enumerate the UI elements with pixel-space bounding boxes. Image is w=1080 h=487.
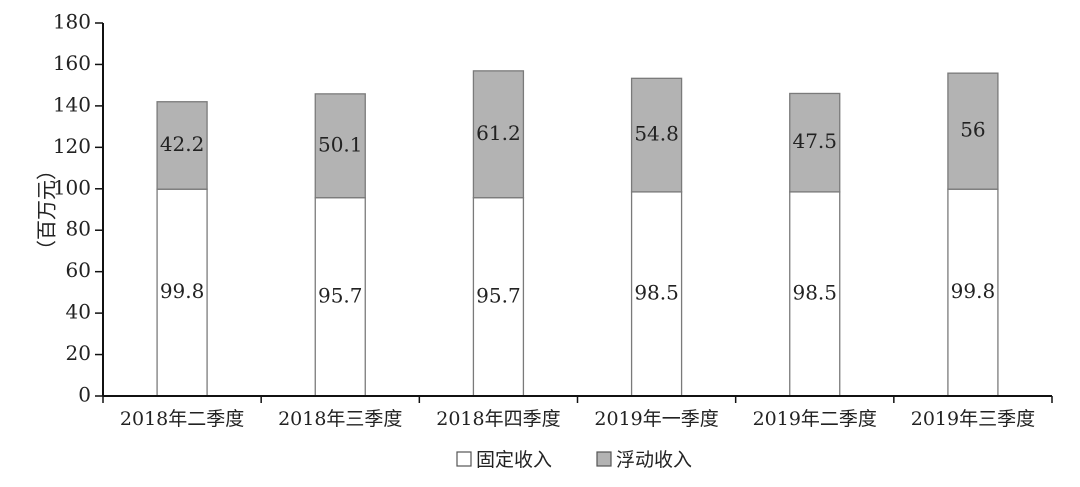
x-tick-label: 2018年三季度: [278, 408, 402, 430]
bar-segment: [156, 188, 208, 397]
data-label: 47.5: [792, 129, 837, 153]
bar-segment: [789, 92, 841, 193]
data-label: 98.5: [792, 280, 837, 304]
bar-segment: [947, 72, 999, 190]
bar-segment: [472, 70, 525, 199]
data-label: 54.8: [634, 122, 679, 146]
y-tick-label: 180: [53, 10, 91, 34]
data-label: 61.2: [476, 121, 521, 145]
legend-swatch: [456, 451, 472, 467]
x-tick-label: 2019年一季度: [594, 408, 718, 430]
y-tick-label: 120: [53, 134, 91, 158]
bar-segment: [947, 188, 999, 397]
x-tick-label: 2018年二季度: [120, 408, 244, 430]
data-label: 99.8: [951, 279, 996, 303]
x-tick-label: 2019年三季度: [911, 408, 1035, 430]
data-label: 42.2: [160, 132, 205, 156]
y-axis-label: （百万元）: [35, 160, 59, 260]
data-label: 56: [960, 118, 985, 142]
y-tick-label: 60: [66, 258, 91, 282]
bar-segment: [314, 93, 366, 199]
data-label: 50.1: [318, 132, 363, 156]
x-tick-label: 2019年二季度: [753, 408, 877, 430]
y-tick-label: 0: [78, 383, 91, 407]
bar-segment: [630, 77, 683, 193]
y-tick-label: 80: [66, 217, 91, 241]
x-tick-label: 2018年四季度: [436, 408, 560, 430]
legend-label: 固定收入: [476, 449, 552, 471]
data-label: 99.8: [160, 279, 205, 303]
legend-swatch: [596, 451, 612, 467]
legend-label: 浮动收入: [616, 449, 692, 471]
y-tick-label: 100: [53, 175, 91, 199]
y-tick-label: 140: [53, 92, 91, 116]
y-tick-label: 40: [66, 300, 91, 324]
data-label: 98.5: [634, 280, 679, 304]
data-label: 95.7: [476, 283, 521, 307]
data-label: 95.7: [318, 283, 363, 307]
y-tick-label: 160: [53, 51, 91, 75]
y-tick-label: 20: [66, 341, 91, 365]
bar-segment: [156, 101, 208, 190]
